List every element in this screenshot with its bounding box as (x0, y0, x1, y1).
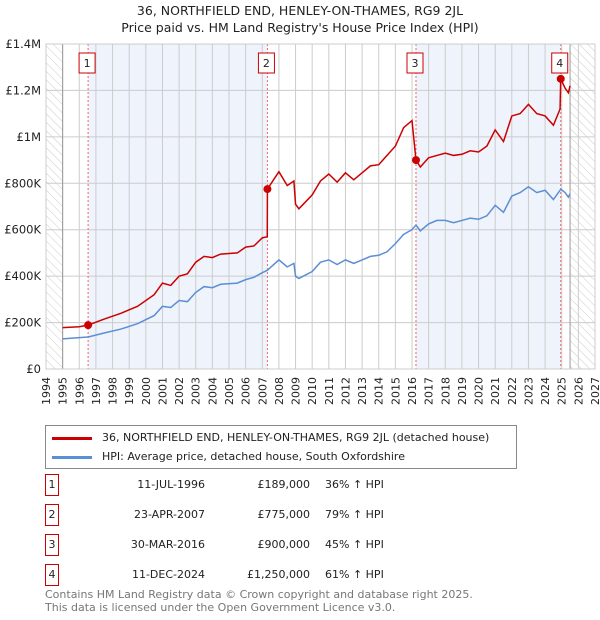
x-tick-label: 2019 (456, 377, 469, 405)
sale-marker-box (551, 52, 569, 74)
x-tick-label: 2009 (290, 377, 303, 405)
x-tick-label: 2010 (306, 377, 319, 405)
chart-title: 36, NORTHFIELD END, HENLEY-ON-THAMES, RG… (136, 3, 464, 18)
x-tick-label: 2005 (223, 377, 236, 405)
legend-label-hpi: HPI: Average price, detached house, Sout… (102, 450, 405, 463)
x-tick-label: 1998 (107, 377, 120, 405)
x-tick-label: 2027 (589, 377, 600, 405)
property-price-line (62, 78, 571, 329)
x-tick-label: 2008 (273, 377, 286, 405)
y-tick-label: £1M (16, 130, 41, 144)
price-chart: 1994 1995 1996 1997 1998 1999 2000 2001 2002 2003… (4, 37, 600, 405)
sale-marker-box (78, 52, 96, 74)
sale-point (556, 74, 565, 83)
hatch-after-data (570, 44, 595, 369)
x-tick-label: 1995 (57, 377, 70, 405)
sale-date: 23-APR-2007 (133, 508, 205, 521)
x-tick-label: 2000 (140, 377, 153, 405)
y-tick-label: £1.2M (5, 83, 41, 97)
sale-marker-box (257, 52, 275, 74)
legend-swatch-property (52, 436, 92, 440)
x-tick-label: 2003 (190, 377, 203, 405)
sale-point (84, 321, 93, 330)
x-tick-label: 2026 (572, 377, 585, 405)
sale-row: 1 11-JUL-1996 £189,000 36% ↑ HPI (45, 474, 465, 496)
y-tick-label: £800K (4, 176, 41, 190)
sale-date: 11-JUL-1996 (137, 478, 205, 491)
footer-licence: This data is licensed under the Open Gov… (45, 601, 396, 614)
legend-swatch-hpi (52, 455, 92, 459)
x-tick-label: 2012 (339, 377, 352, 405)
x-tick-label: 2018 (439, 377, 452, 405)
x-tick-label: 2024 (539, 377, 552, 405)
hatch-before-data (46, 44, 63, 369)
footer-copyright: Contains HM Land Registry data © Crown c… (45, 588, 473, 601)
plot-border (45, 43, 596, 370)
ownership-shade (415, 44, 561, 369)
x-tick-label: 2007 (256, 377, 269, 405)
x-tick-label: 2013 (356, 377, 369, 405)
x-tick-label: 2025 (556, 377, 569, 405)
sale-marker-number: 1 (84, 57, 91, 70)
sale-row: 4 11-DEC-2024 £1,250,000 61% ↑ HPI (45, 564, 465, 586)
y-tick-label: £1.4M (5, 37, 41, 51)
x-tick-label: 2001 (156, 377, 169, 405)
hpi-line (62, 185, 571, 340)
sale-number: 2 (45, 504, 59, 526)
sale-row: 3 30-MAR-2016 £900,000 45% ↑ HPI (45, 534, 465, 556)
sale-marker-box (406, 52, 424, 74)
sale-marker-number: 4 (556, 57, 563, 70)
y-tick-label: £600K (4, 223, 41, 237)
sale-hpi-diff: 79% ↑ HPI (325, 508, 384, 521)
x-tick-label: 2002 (173, 377, 186, 405)
x-tick-label: 1994 (40, 377, 53, 405)
sale-date: 11-DEC-2024 (131, 568, 205, 581)
sale-number: 3 (45, 534, 59, 556)
chart-subtitle: Price paid vs. HM Land Registry's House … (121, 20, 479, 35)
sale-price: £900,000 (257, 538, 311, 551)
x-tick-label: 2023 (522, 377, 535, 405)
x-tick-label: 2017 (423, 377, 436, 405)
x-tick-label: 2015 (389, 377, 402, 405)
x-tick-label: 2021 (489, 377, 502, 405)
sale-price: £189,000 (257, 478, 311, 491)
x-tick-label: 2022 (506, 377, 519, 405)
y-tick-label: £400K (4, 269, 41, 283)
y-tick-label: £0 (26, 362, 41, 376)
x-tick-label: 2004 (206, 377, 219, 405)
x-tick-label: 2014 (373, 377, 386, 405)
sale-row: 2 23-APR-2007 £775,000 79% ↑ HPI (45, 504, 465, 526)
sale-price: £1,250,000 (247, 568, 310, 581)
x-tick-label: 1996 (73, 377, 86, 405)
x-tick-label: 2006 (240, 377, 253, 405)
sale-marker-number: 2 (263, 57, 270, 70)
x-tick-label: 2011 (323, 377, 336, 405)
ownership-shade (88, 44, 268, 369)
x-tick-label: 2016 (406, 377, 419, 405)
footer: Contains HM Land Registry data © Crown c… (45, 588, 473, 614)
legend-label-property: 36, NORTHFIELD END, HENLEY-ON-THAMES, RG… (102, 431, 490, 444)
sale-date: 30-MAR-2016 (130, 538, 205, 551)
sale-price: £775,000 (257, 508, 311, 521)
sale-hpi-diff: 61% ↑ HPI (325, 568, 384, 581)
sale-number: 4 (45, 564, 59, 586)
x-tick-label: 1997 (90, 377, 103, 405)
legend: 36, NORTHFIELD END, HENLEY-ON-THAMES, RG… (45, 425, 517, 469)
x-tick-label: 2020 (473, 377, 486, 405)
sale-point (263, 185, 272, 194)
sale-point (411, 156, 420, 165)
x-tick-label: 1999 (123, 377, 136, 405)
sale-hpi-diff: 36% ↑ HPI (325, 478, 384, 491)
sale-hpi-diff: 45% ↑ HPI (325, 538, 384, 551)
sale-number: 1 (45, 474, 59, 496)
sale-marker-number: 3 (411, 57, 418, 70)
y-tick-label: £200K (4, 316, 41, 330)
